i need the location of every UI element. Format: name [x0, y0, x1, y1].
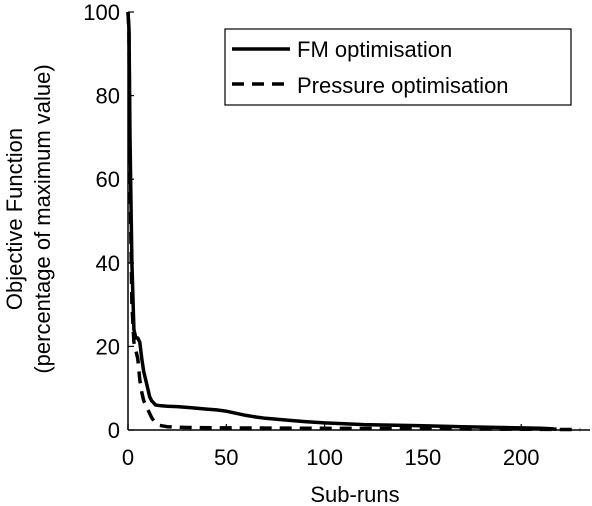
y-tick-label: 20 [96, 334, 120, 359]
x-tick-label: 150 [405, 445, 442, 470]
series-line-fm-optimisation [126, 11, 557, 431]
legend-label-fm: FM optimisation [297, 37, 452, 62]
x-axis-label: Sub-runs [310, 482, 399, 506]
y-tick-label: 100 [83, 0, 120, 25]
x-tick-label: 50 [214, 445, 238, 470]
y-tick-label: 80 [96, 84, 120, 109]
x-tick-label: 200 [503, 445, 540, 470]
y-axis-label-line2: (percentage of maximum value) [30, 64, 55, 373]
y-tick-label: 60 [96, 167, 120, 192]
y-tick-label: 40 [96, 251, 120, 276]
legend-box [224, 28, 572, 106]
x-tick-label: 100 [306, 445, 343, 470]
series-line-pressure-optimisation [126, 11, 581, 432]
legend-label-pressure: Pressure optimisation [297, 73, 509, 98]
series [126, 11, 581, 432]
y-ticks: 0 20 40 60 80 100 [83, 0, 134, 443]
y-axis-label-line1: Objective Function [2, 128, 27, 310]
x-tick-label: 0 [122, 445, 134, 470]
y-tick-label: 0 [108, 418, 120, 443]
x-ticks: 0 50 100 150 200 [122, 424, 540, 470]
legend: FM optimisation Pressure optimisation [224, 28, 572, 106]
